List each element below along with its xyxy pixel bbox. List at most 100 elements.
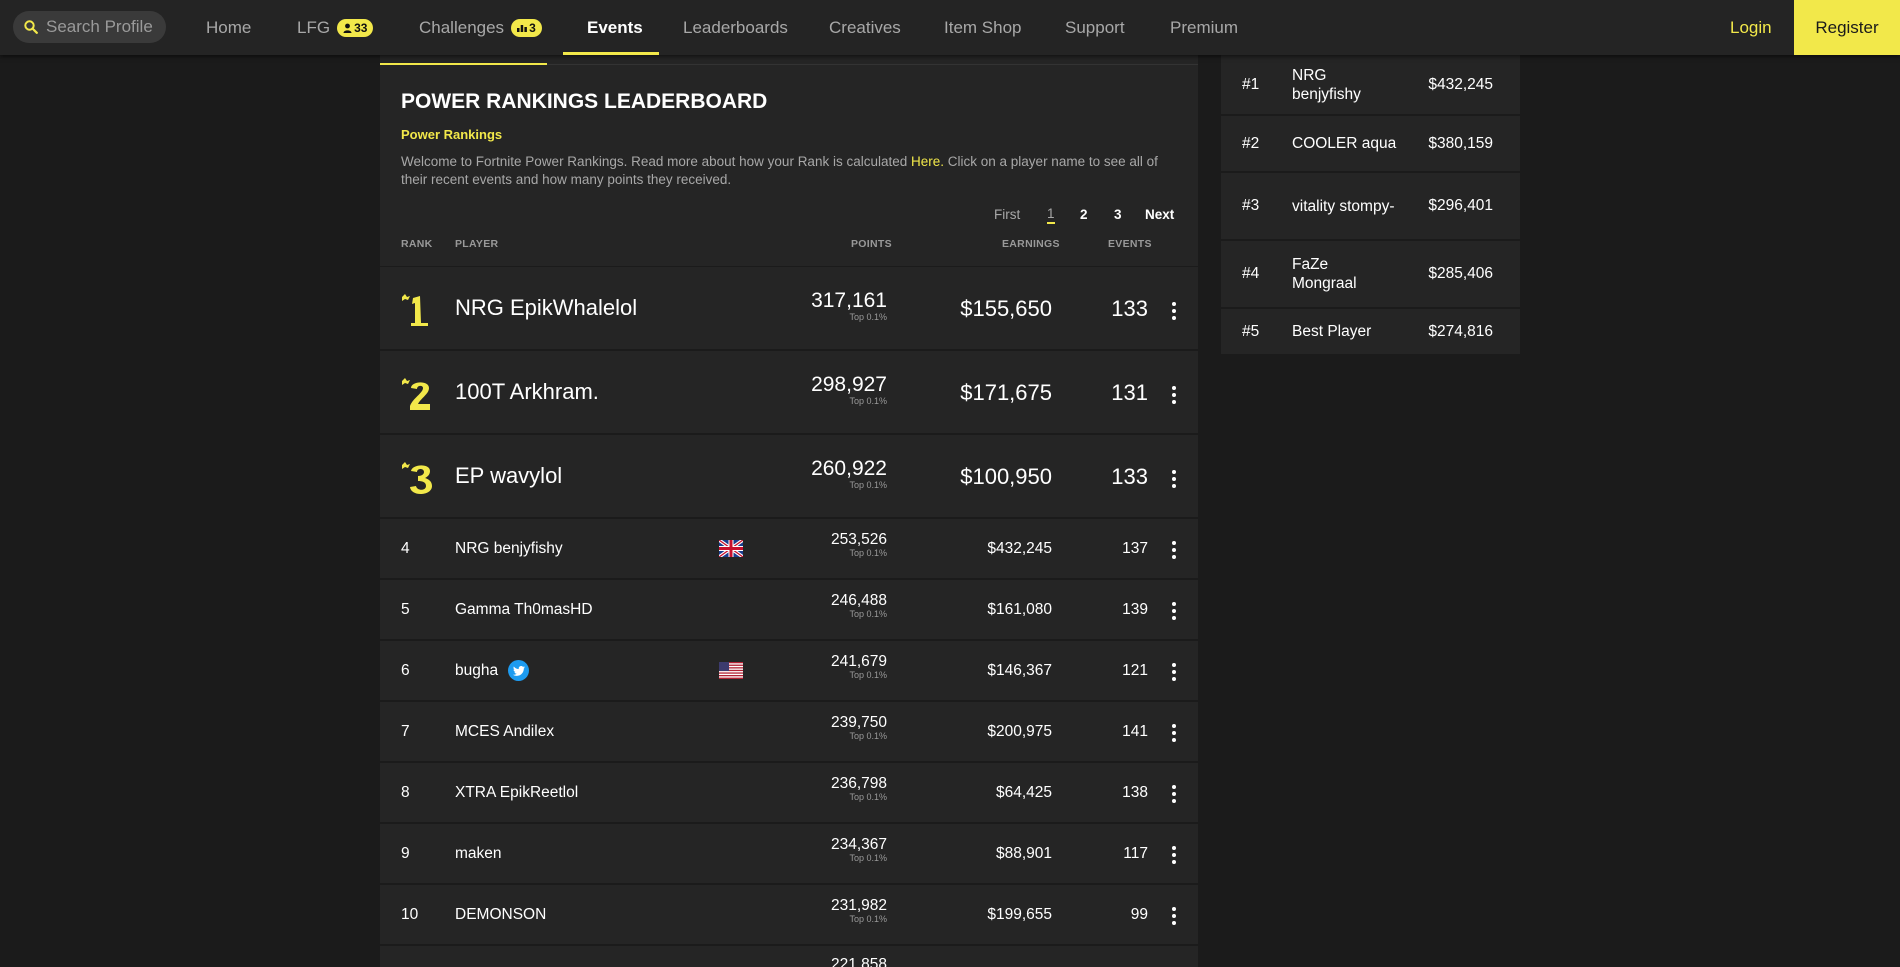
login-link[interactable]: Login [1730,17,1772,37]
earnings-player-name[interactable]: COOLER aqua [1292,135,1397,152]
player-name[interactable]: bugha [455,661,499,679]
earnings-player-name[interactable]: Best Player [1292,323,1372,340]
points-percentile: Top 0.1% [849,396,887,406]
points-percentile: Top 0.1% [849,853,887,863]
earnings-player-name[interactable]: vitality stompy- [1292,197,1395,215]
more-options-icon[interactable] [1172,663,1176,681]
player-name[interactable]: XTRA EpikReetlol [455,784,579,801]
description-text: Welcome to Fortnite Power Rankings. Read… [401,154,911,169]
player-rank: 8 [401,784,410,801]
rank-1-badge-icon [402,294,428,326]
more-options-icon[interactable] [1172,386,1176,404]
nav-creatives[interactable]: Creatives [829,0,901,55]
table-row[interactable]: 100T Arkhram. 298,927 Top 0.1% $171,675 1… [380,351,1198,435]
player-name[interactable]: maken [455,845,502,862]
player-earnings: $155,650 [960,296,1052,321]
points-percentile: Top 0.1% [849,480,887,490]
points-percentile: Top 0.1% [849,914,887,924]
earnings-player-name[interactable]: NRG benjyfishy [1292,66,1361,103]
nav-home[interactable]: Home [206,0,251,55]
pager-page-1[interactable]: 1 [1047,204,1055,224]
earnings-list-item[interactable]: #3 vitality stompy- $296,401 [1221,173,1520,241]
nav-challenges[interactable]: Challenges 3 [419,0,542,55]
table-row[interactable]: EP wavylol 260,922 Top 0.1% $100,950 133 [380,435,1198,519]
player-name[interactable]: MCES Andilex [455,723,555,740]
player-events: 133 [1111,296,1148,321]
earnings-rank: #1 [1242,75,1260,93]
earnings-list-item[interactable]: #1 NRG benjyfishy $432,245 [1221,55,1520,116]
table-row[interactable]: 6 bugha 241,679 Top 0.1% $146,367 121 [380,641,1198,702]
user-icon [343,23,352,33]
pager-page-3[interactable]: 3 [1114,206,1122,222]
more-options-icon[interactable] [1172,602,1176,620]
col-header-rank: RANK [401,238,433,250]
player-name[interactable]: NRG EpikWhalelol [455,295,638,320]
twitter-icon[interactable] [508,660,530,681]
points-value: 241,679 [830,653,887,670]
nav-events[interactable]: Events [563,0,659,55]
more-options-icon[interactable] [1172,724,1176,742]
more-options-icon[interactable] [1172,470,1176,488]
earnings-rank: #3 [1242,197,1260,214]
points-value: 253,526 [830,531,887,548]
page-subtitle: Power Rankings [401,127,503,142]
nav-premium[interactable]: Premium [1170,0,1238,55]
table-row[interactable]: 8 XTRA EpikReetlol 236,798 Top 0.1% $64,4… [380,763,1198,824]
pager-first[interactable]: First [994,206,1021,222]
pager-page-2[interactable]: 2 [1080,206,1088,222]
player-name-cell[interactable]: bugha [455,660,530,681]
player-events: 117 [1123,845,1148,862]
earnings-list-item[interactable]: #2 COOLER aqua $380,159 [1221,116,1520,173]
player-name[interactable]: DEMONSON [455,906,547,923]
earnings-player-name[interactable]: FaZe Mongraal [1292,256,1357,292]
lfg-count: 33 [354,20,368,35]
nav-support[interactable]: Support [1065,0,1125,55]
table-row[interactable]: 7 MCES Andilex 239,750 Top 0.1% $200,975 … [380,702,1198,763]
player-name[interactable]: 100T Arkhram. [455,379,599,404]
player-events: 139 [1122,601,1148,618]
more-options-icon[interactable] [1172,846,1176,864]
search-input[interactable]: Search Profile [13,11,166,43]
nav-lfg-label: LFG [297,17,331,37]
page-title: POWER RANKINGS LEADERBOARD [401,90,768,113]
table-row[interactable]: 4 NRG benjyfishy 253,526 Top 0.1% $432,24… [380,519,1198,580]
earnings-amount: $432,245 [1428,75,1493,93]
player-points: 239,750 Top 0.1% [831,714,887,741]
player-points: 253,526 Top 0.1% [831,531,887,558]
points-value: 234,367 [830,836,887,853]
table-row[interactable]: 221,858 [380,946,1198,967]
player-points: 246,488 Top 0.1% [831,592,887,619]
player-rank: 6 [401,662,410,679]
player-name[interactable]: EP wavylol [455,463,563,488]
nav-leaderboards[interactable]: Leaderboards [683,0,788,55]
earnings-list-item[interactable]: #5 Best Player $274,816 [1221,309,1520,354]
here-link[interactable]: Here. [911,154,945,169]
pager-next[interactable]: Next [1145,206,1175,222]
challenges-count: 3 [529,20,536,35]
nav-challenges-label: Challenges [419,17,505,37]
player-points: 231,982 Top 0.1% [831,897,887,924]
table-row[interactable]: 5 Gamma Th0masHD 246,488 Top 0.1% $161,08… [380,580,1198,641]
earnings-list-item[interactable]: #4 FaZe Mongraal $285,406 [1221,241,1520,309]
more-options-icon[interactable] [1172,785,1176,803]
player-name[interactable]: NRG benjyfishy [455,540,563,557]
more-options-icon[interactable] [1172,907,1176,925]
player-points: 317,161 Top 0.1% [811,289,887,322]
nav-item-shop[interactable]: Item Shop [944,0,1022,55]
player-name[interactable]: Gamma Th0masHD [455,601,593,618]
table-row[interactable]: 10 DEMONSON 231,982 Top 0.1% $199,655 99 [380,885,1198,946]
lfg-count-badge: 33 [337,18,374,37]
nav-leaderboards-label: Leaderboards [683,17,788,37]
active-tab-indicator [380,63,547,65]
table-row[interactable]: 9 maken 234,367 Top 0.1% $88,901 117 [380,824,1198,885]
earnings-amount: $296,401 [1428,197,1493,214]
player-rank: 7 [401,723,410,740]
description-text-end: Click on a player name to see all of the… [401,154,1158,187]
more-options-icon[interactable] [1172,302,1176,320]
nav-lfg[interactable]: LFG 33 [297,0,374,55]
more-options-icon[interactable] [1172,541,1176,559]
chart-bars-icon [517,25,527,32]
table-row[interactable]: NRG EpikWhalelol 317,161 Top 0.1% $155,65… [380,267,1198,351]
register-button[interactable]: Register [1794,0,1900,55]
player-earnings: $146,367 [987,662,1052,679]
